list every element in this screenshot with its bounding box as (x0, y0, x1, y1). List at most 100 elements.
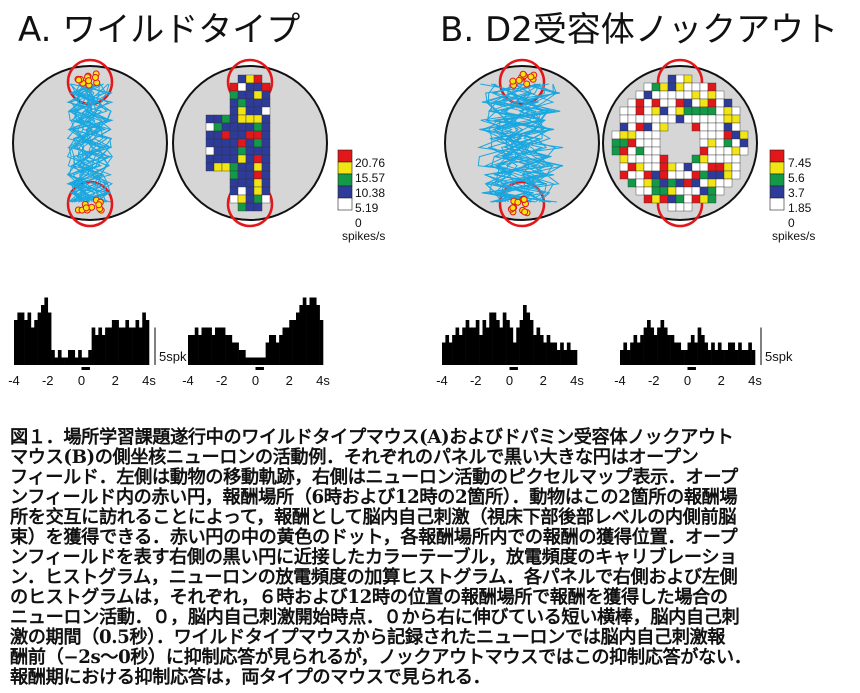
histogram-bar (98, 327, 103, 365)
scale-bar-label: 5spk (159, 349, 187, 364)
pixel-cell (237, 130, 247, 140)
histogram-bar (472, 327, 477, 365)
caption-line: ン．ヒストグラム，ニューロンの放電頻度の加算ヒストグラム．各パネルで右側および左… (10, 567, 738, 588)
pixel-cell (245, 106, 255, 116)
pixel-cell (635, 98, 645, 108)
trajectory-path (489, 83, 554, 203)
pixel-cell (667, 98, 677, 108)
histogram-bar (529, 320, 534, 365)
pixel-cell (723, 122, 733, 132)
pixel-cell (221, 154, 231, 164)
reward-dot (82, 204, 90, 212)
histogram-bar (741, 350, 746, 365)
pixel-cell (739, 138, 749, 148)
histogram-bar (68, 350, 72, 365)
histogram-bar (704, 342, 709, 365)
pixel-cell (643, 170, 653, 180)
pixel-cell (699, 122, 709, 132)
pixel-cell (643, 194, 653, 204)
pixel-cell (667, 106, 677, 116)
histogram-bar (653, 335, 658, 365)
pixel-cell (221, 162, 231, 172)
histogram-bar (20, 312, 25, 365)
pixel-cell (651, 194, 661, 204)
histogram-bar (570, 350, 574, 365)
histogram-bar (506, 320, 510, 365)
trajectory-path (477, 83, 555, 203)
reward-dot (514, 198, 522, 206)
pixel-cell (261, 146, 271, 156)
x-tick-label: 0 (78, 373, 85, 388)
histogram-bar (265, 342, 270, 365)
pixel-cell (229, 162, 239, 172)
histogram-bar (512, 342, 517, 365)
histogram-bar (47, 312, 52, 365)
pixel-cell (245, 122, 255, 132)
caption-line: マウス(B)の側坐核ニューロンの活動例．それぞれのパネルで黒い大きな円はオープン (10, 447, 699, 468)
colorbar-a-swatch (337, 185, 353, 199)
pixel-cell (723, 106, 733, 116)
trajectory-path (66, 83, 98, 203)
histogram-bar (499, 327, 504, 365)
pixel-cell (253, 74, 263, 84)
pixel-cell (675, 162, 685, 172)
histogram-bar (684, 350, 688, 365)
pixel-cell (643, 90, 653, 100)
reward-dot (519, 70, 527, 78)
pixel-cell (253, 202, 263, 212)
histogram-bar (242, 350, 246, 365)
pixel-cell (229, 82, 239, 92)
pixel-cell (683, 114, 693, 124)
pixel-cell (651, 130, 661, 140)
pixel-cell (229, 170, 239, 180)
histogram-bar (455, 327, 460, 365)
histogram-bar (198, 335, 202, 365)
histogram-bar (122, 327, 126, 365)
x-tick-label: -4 (436, 373, 448, 388)
histogram-bar (299, 305, 304, 365)
colorbar-a-label-5: 0 (355, 216, 362, 230)
histogram-bar (91, 327, 96, 365)
pixel-cell (715, 122, 725, 132)
histogram-bar (64, 357, 69, 365)
pixel-cell (731, 106, 741, 116)
pixel-cell (237, 106, 247, 116)
pixel-cell (651, 122, 661, 132)
pixel-cell (643, 162, 653, 172)
pixel-cell (707, 130, 717, 140)
pixel-cell (715, 162, 725, 172)
histogram-bar (469, 327, 473, 365)
pixel-cell (261, 186, 271, 196)
pixel-cell (245, 162, 255, 172)
trajectory-path (67, 83, 112, 203)
reward-dot (521, 208, 529, 216)
x-tick-label: 0 (252, 373, 259, 388)
pixel-cell (715, 146, 725, 156)
histogram-bar (640, 335, 644, 365)
pixel-cell (691, 194, 701, 204)
histogram-bar (462, 327, 466, 365)
histogram-bar (282, 327, 287, 365)
pixel-cell (627, 170, 637, 180)
pixel-cell (715, 130, 725, 140)
pixel-cell (699, 194, 709, 204)
histogram-bar (194, 327, 199, 365)
colorbar-a-label-3: 10.38 (355, 186, 385, 200)
stimulation-bar (509, 367, 518, 370)
pixel-cell (229, 194, 239, 204)
pixel-cell (205, 146, 215, 156)
pixel-cell (221, 146, 231, 156)
pixel-cell (253, 98, 263, 108)
pixel-cell (707, 170, 717, 180)
pixel-cell (245, 146, 255, 156)
stimulation-bar (255, 367, 264, 370)
histogram-bar (191, 335, 196, 365)
histogram-bar (319, 320, 324, 365)
x-tick-label: 0 (506, 373, 513, 388)
histogram-bar (623, 342, 628, 365)
histogram-bar (115, 320, 119, 365)
pixel-cell (261, 194, 271, 204)
pixel-cell (635, 138, 645, 148)
x-tick-label: 2 (112, 373, 119, 388)
caption-line: 所を交互に訪れることによって，報酬として脳内自己刺激（視床下部後部レベルの内側前… (10, 507, 737, 528)
